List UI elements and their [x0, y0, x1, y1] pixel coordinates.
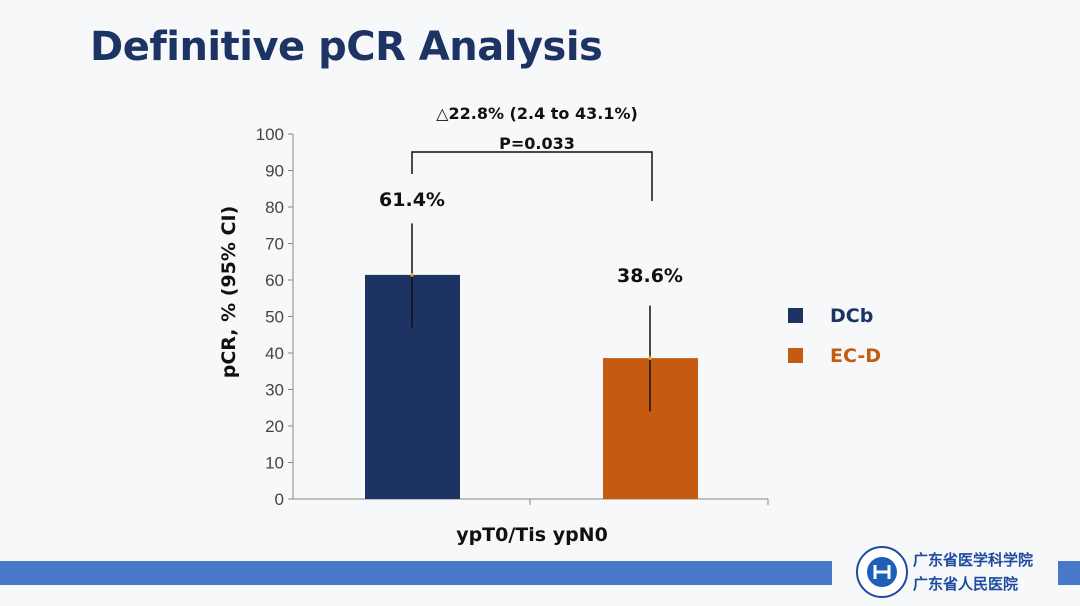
- y-tick-label: 80: [265, 198, 284, 217]
- y-tick-label: 20: [265, 417, 284, 436]
- y-tick-label: 70: [265, 235, 284, 254]
- legend-label-EC-D: EC-D: [830, 345, 881, 367]
- p-value: P=0.033: [499, 134, 575, 153]
- x-axis-label: ypT0/Tis ypN0: [456, 524, 608, 546]
- significance-bracket: [411, 151, 653, 201]
- y-axis-label: pCR, % (95% CI): [218, 206, 240, 378]
- y-tick-label: 40: [265, 344, 284, 363]
- legend-swatch-DCb: [788, 308, 803, 323]
- hospital-emblem-icon: [856, 546, 908, 598]
- mean-point-EC-D: [648, 356, 652, 360]
- mean-point-DCb: [410, 273, 414, 277]
- legend-swatch-EC-D: [788, 348, 803, 363]
- difference-annotation: △22.8% (2.4 to 43.1%): [436, 104, 638, 123]
- logo-line1: 广东省医学科学院: [913, 551, 1034, 569]
- y-tick-label: 90: [265, 162, 284, 181]
- y-tick-label: 50: [265, 308, 284, 327]
- y-tick-label: 60: [265, 271, 284, 290]
- legend-label-DCb: DCb: [830, 305, 873, 327]
- y-tick-label: 0: [275, 490, 284, 509]
- slide-title: Definitive pCR Analysis: [90, 24, 603, 70]
- hospital-logo: 广东省医学科学院 广东省人民医院: [855, 543, 1045, 603]
- logo-line2: 广东省人民医院: [913, 575, 1019, 593]
- footer-band-left: [0, 561, 832, 585]
- y-tick-label: 10: [265, 454, 284, 473]
- footer-band-right: [1058, 561, 1080, 585]
- y-tick-label: 30: [265, 381, 284, 400]
- data-label-DCb: 61.4%: [379, 189, 445, 211]
- data-label-EC-D: 38.6%: [617, 265, 683, 287]
- y-tick-label: 100: [256, 125, 284, 144]
